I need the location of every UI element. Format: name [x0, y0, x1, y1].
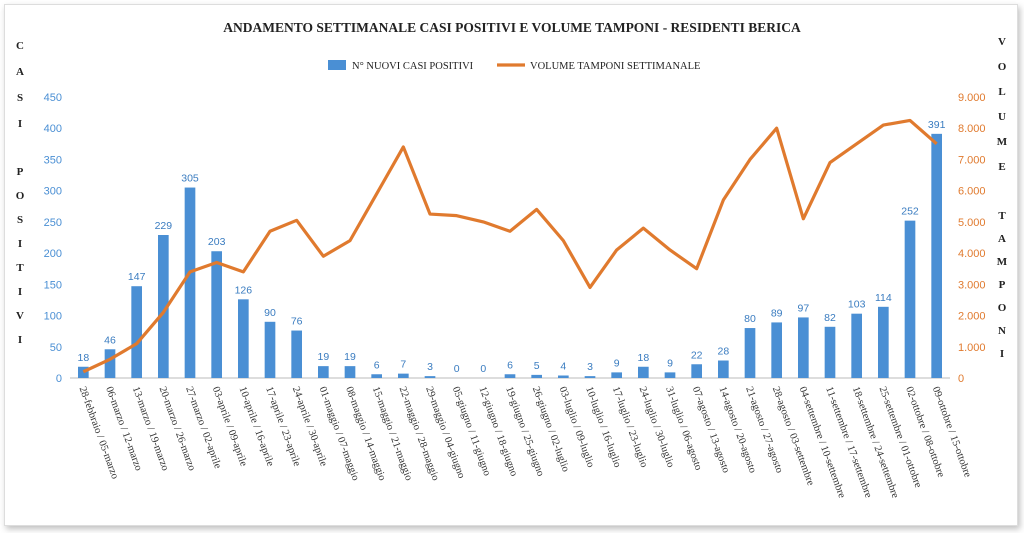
- bar-data-label: 252: [901, 206, 919, 218]
- left-tick-label: 150: [44, 279, 62, 291]
- bar-data-label: 22: [691, 349, 703, 361]
- right-tick-label: 8.000: [958, 123, 986, 135]
- bar-data-label: 18: [637, 352, 649, 364]
- bar-data-label: 19: [317, 351, 329, 363]
- bar: [264, 321, 276, 378]
- bar-data-label: 3: [427, 361, 433, 373]
- right-tick-label: 1.000: [958, 342, 986, 354]
- bar: [158, 235, 169, 378]
- bar: [211, 251, 222, 378]
- bar: [904, 220, 916, 378]
- legend-bar-swatch: [328, 60, 346, 70]
- right-tick-label: 6.000: [958, 186, 986, 198]
- bar: [638, 366, 649, 378]
- bar-data-label: 89: [771, 307, 783, 319]
- bar: [318, 366, 329, 378]
- bar: [78, 366, 89, 378]
- bar: [771, 322, 782, 378]
- bar-data-label: 82: [824, 312, 836, 324]
- right-axis-label-volume: VOLUME: [996, 36, 1008, 186]
- bar: [584, 376, 596, 378]
- bar: [798, 317, 809, 378]
- bar-data-label: 90: [264, 307, 276, 319]
- legend-line-label: VOLUME TAMPONI SETTIMANALE: [530, 61, 700, 72]
- right-tick-label: 9.000: [958, 92, 986, 104]
- bar: [611, 372, 622, 378]
- bar-data-label: 19: [344, 351, 356, 363]
- bar: [291, 330, 302, 378]
- left-tick-label: 50: [50, 342, 62, 354]
- chart-title: ANDAMENTO SETTIMANALE CASI POSITIVI E VO…: [223, 20, 801, 35]
- bar-data-label: 4: [560, 361, 566, 373]
- bar: [824, 326, 836, 378]
- left-tick-label: 450: [44, 92, 62, 104]
- bar-data-label: 103: [848, 299, 866, 311]
- bar-data-label: 80: [744, 313, 756, 325]
- bar-data-label: 9: [667, 357, 673, 369]
- bar-data-label: 6: [507, 359, 513, 371]
- bar: [344, 366, 356, 378]
- bar: [664, 372, 676, 378]
- chart-frame: [4, 4, 1018, 526]
- bar-data-label: 46: [104, 334, 116, 346]
- bar-data-label: 18: [77, 352, 89, 364]
- right-tick-label: 5.000: [958, 217, 986, 229]
- left-tick-label: 400: [44, 123, 62, 135]
- left-axis-label-casi: CASI: [14, 40, 26, 144]
- bar-data-label: 9: [614, 357, 620, 369]
- bar-data-label: 7: [400, 359, 406, 371]
- bar: [531, 374, 542, 378]
- bar-data-label: 3: [587, 361, 593, 373]
- left-tick-label: 0: [56, 373, 62, 385]
- left-tick-label: 300: [44, 186, 62, 198]
- bar: [184, 187, 196, 378]
- bar-data-label: 126: [235, 284, 253, 296]
- bar-data-label: 305: [181, 173, 199, 185]
- bar: [878, 306, 889, 378]
- bar-data-label: 203: [208, 236, 226, 248]
- legend-bar-label: N° NUOVI CASI POSITIVI: [352, 61, 474, 72]
- bar: [131, 286, 142, 378]
- right-tick-label: 4.000: [958, 248, 986, 260]
- bar: [718, 360, 729, 378]
- bar: [558, 375, 569, 378]
- bar: [691, 364, 702, 378]
- bar: [424, 376, 436, 378]
- bar-data-label: 0: [454, 363, 460, 375]
- bar: [104, 349, 116, 378]
- bar-data-label: 391: [928, 119, 946, 131]
- bar: [238, 299, 249, 378]
- bar-data-label: 0: [480, 363, 486, 375]
- bar: [851, 313, 862, 378]
- left-tick-label: 100: [44, 311, 62, 323]
- bar-data-label: 229: [155, 220, 173, 232]
- right-tick-label: 0: [958, 373, 964, 385]
- left-axis-label-positivi: POSITIVI: [14, 166, 26, 358]
- right-tick-label: 7.000: [958, 154, 986, 166]
- bar: [504, 374, 516, 378]
- bar: [371, 374, 382, 378]
- right-tick-label: 2.000: [958, 311, 986, 323]
- bar-data-label: 5: [534, 360, 540, 372]
- bar-data-label: 97: [797, 302, 809, 314]
- bar: [931, 133, 942, 378]
- bar-data-label: 114: [875, 292, 892, 304]
- bar: [744, 328, 756, 378]
- left-tick-label: 250: [44, 217, 62, 229]
- right-tick-label: 3.000: [958, 279, 986, 291]
- right-axis-label-tamponi: TAMPONI: [996, 210, 1008, 371]
- bar: [398, 373, 409, 378]
- left-tick-label: 350: [44, 154, 62, 166]
- bar-data-label: 28: [717, 346, 729, 358]
- bar-data-label: 6: [374, 359, 380, 371]
- left-tick-label: 200: [44, 248, 62, 260]
- bar-data-label: 76: [291, 316, 303, 328]
- bar-data-label: 147: [128, 271, 146, 283]
